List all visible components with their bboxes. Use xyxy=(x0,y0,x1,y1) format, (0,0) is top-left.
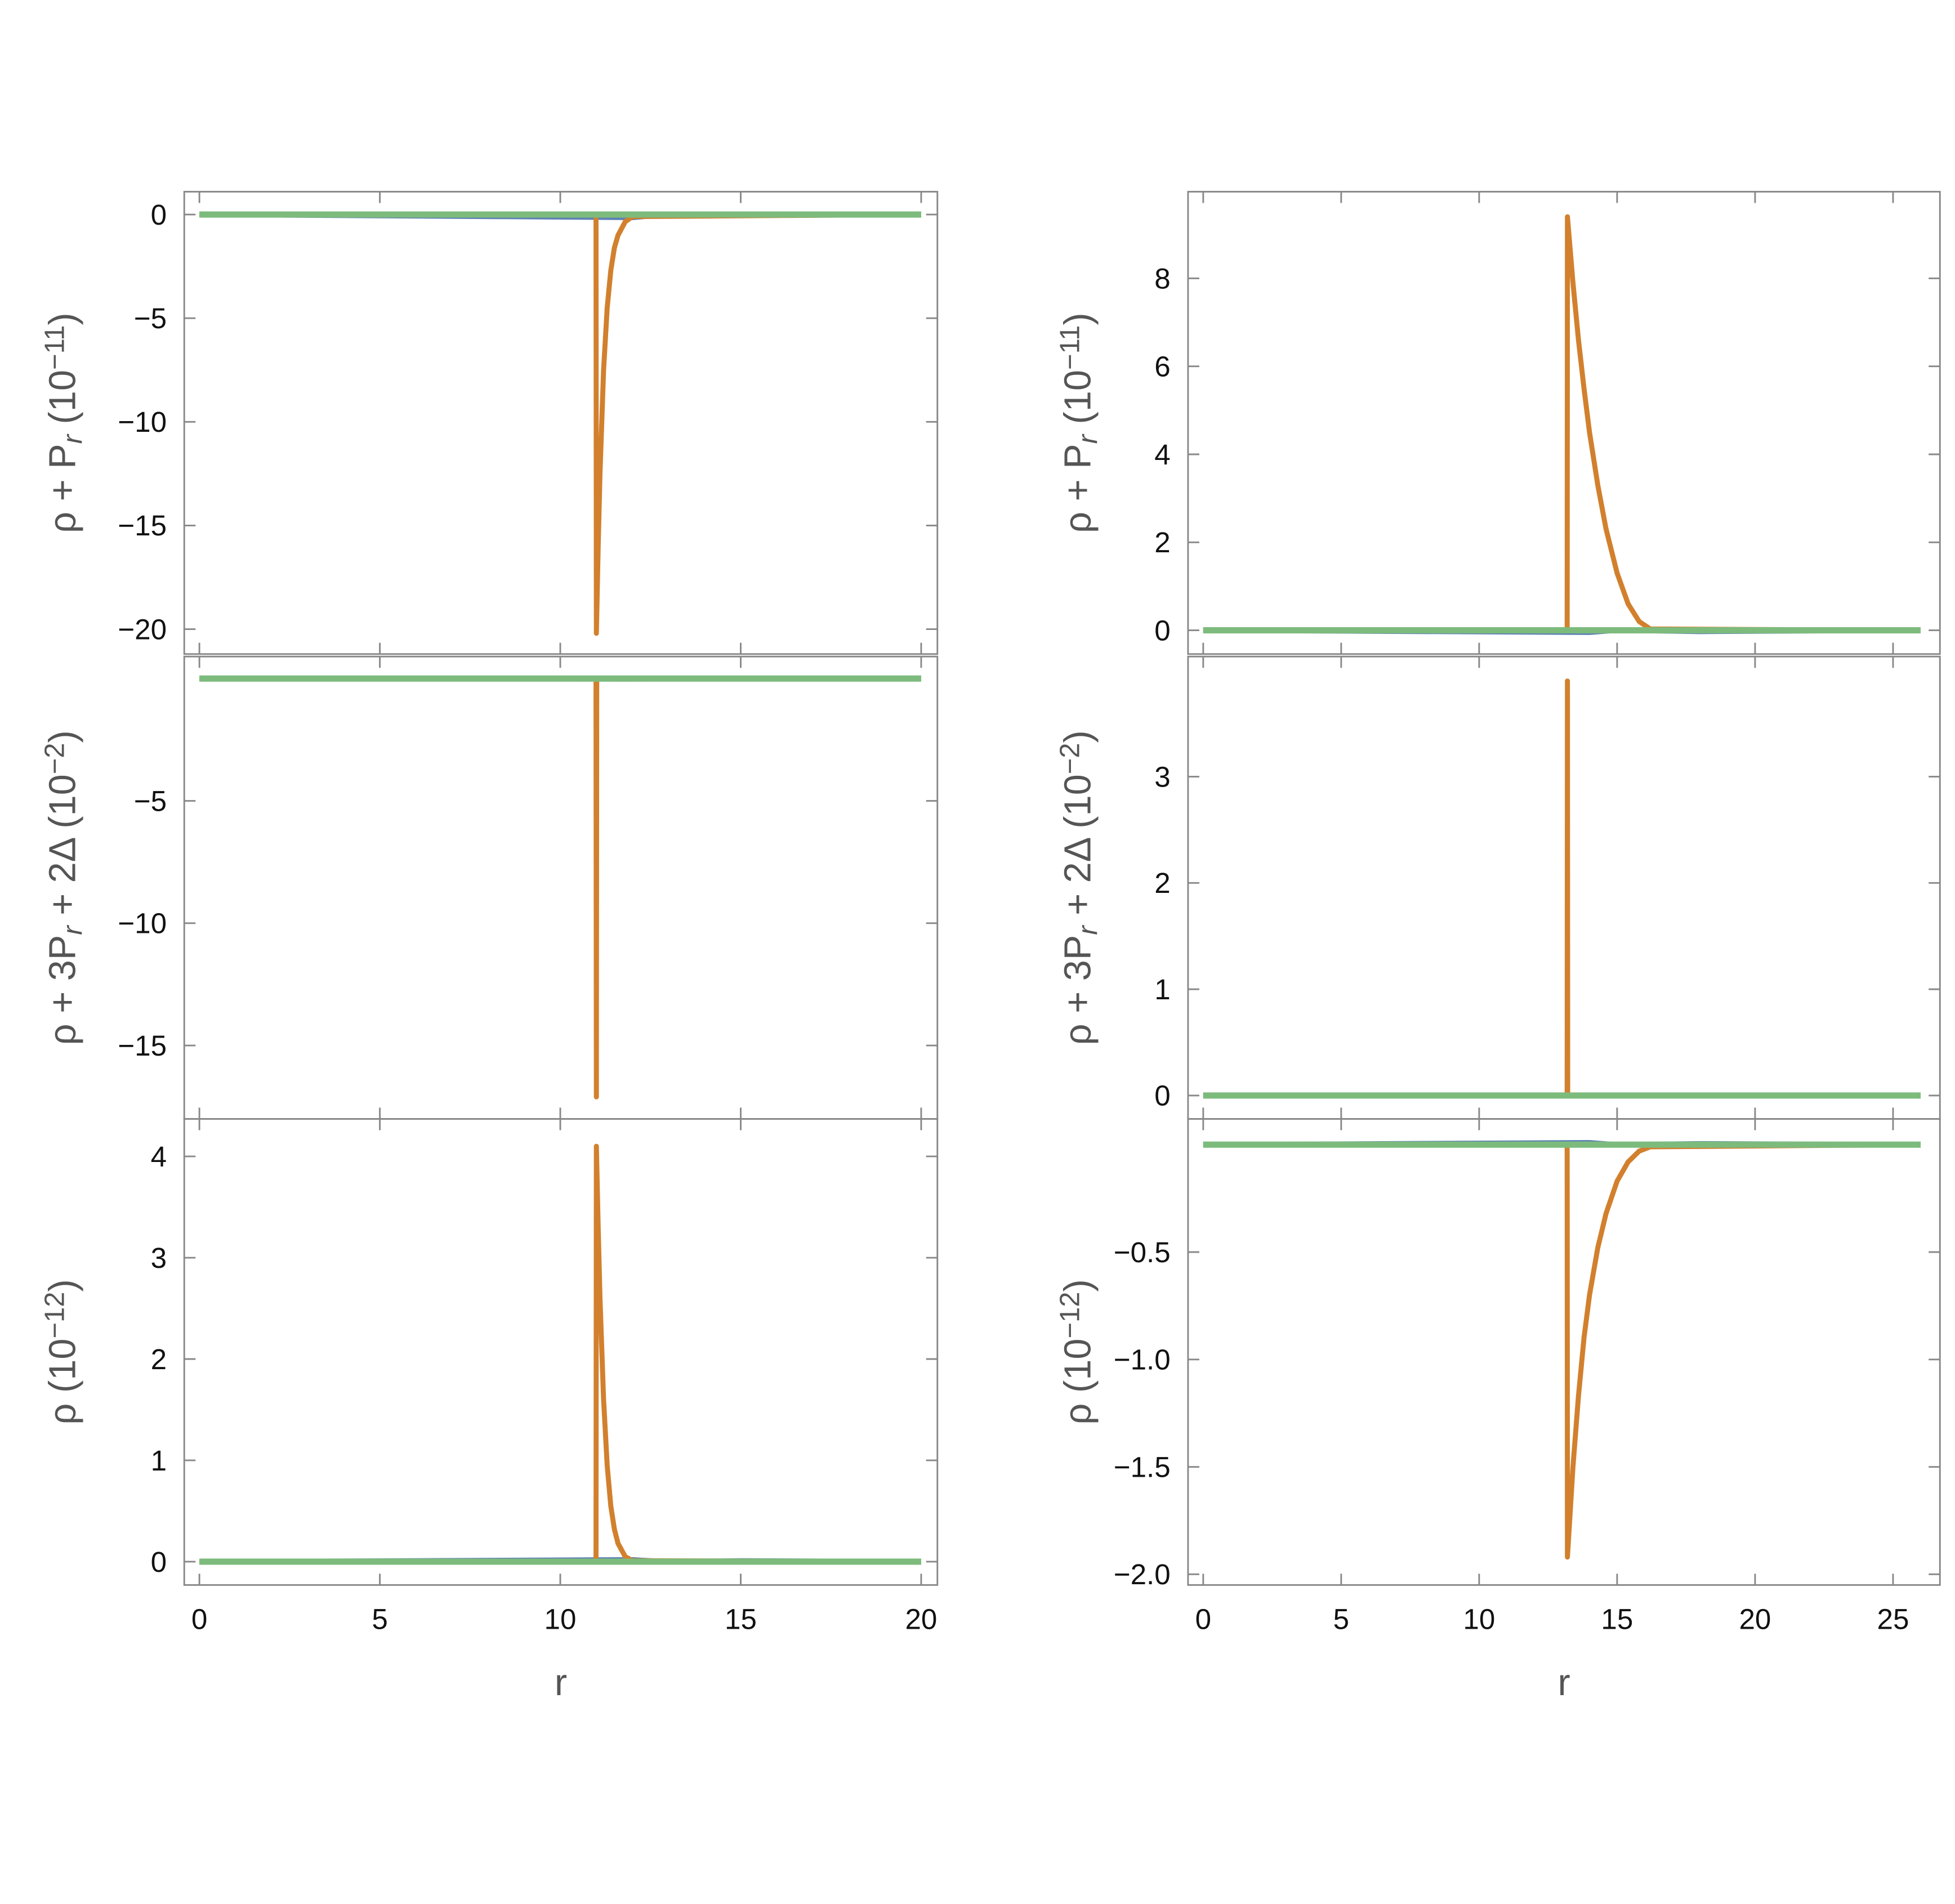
label-part: ) xyxy=(1057,730,1099,743)
frame xyxy=(183,1118,939,1586)
label-part: + 2Δ (10 xyxy=(42,774,84,926)
panel: 0 2 4 6 8 ρ + Pr (10−11) xyxy=(1055,191,1941,655)
x-tick-label: 5 xyxy=(1333,1603,1349,1635)
y-axis-label: ρ (10−12) xyxy=(1055,1279,1099,1424)
y-tick-label: 8 xyxy=(1154,262,1170,294)
y-tick-label: −5 xyxy=(134,785,167,817)
label-part: −12 xyxy=(1055,1292,1086,1339)
frame xyxy=(183,655,939,1120)
y-axis-label: ρ + Pr (10−11) xyxy=(1055,312,1104,533)
label-part: r xyxy=(58,433,88,444)
label-part: r xyxy=(1073,433,1104,444)
x-axis-label: r xyxy=(1557,1662,1570,1704)
y-tick-label: −10 xyxy=(118,908,167,940)
y-tick-label: −1.0 xyxy=(1114,1344,1171,1376)
panel: −5 −10 −15 ρ + 3Pr + 2Δ (10−2) xyxy=(40,655,939,1120)
panel: 0 1 2 3 ρ + 3Pr + 2Δ (10−2) xyxy=(1055,655,1941,1120)
series-line xyxy=(199,1143,921,1565)
label-part: −2 xyxy=(1055,743,1086,774)
x-tick-label: 20 xyxy=(1739,1603,1771,1635)
y-tick-label: −10 xyxy=(118,406,167,438)
x-tick-label: 25 xyxy=(1877,1603,1909,1635)
label-part: ρ + 3P xyxy=(42,935,84,1045)
label-part: r xyxy=(1073,925,1104,935)
y-tick-label: −15 xyxy=(118,1030,167,1062)
label-part: −2 xyxy=(40,743,70,774)
x-axis-label: r xyxy=(555,1662,567,1704)
y-tick-label: 6 xyxy=(1154,351,1170,383)
label-part: ρ + P xyxy=(42,444,84,533)
y-tick-label: 0 xyxy=(1154,1080,1170,1112)
y-tick-label: 0 xyxy=(151,199,167,231)
y-axis-label: ρ + 3Pr + 2Δ (10−2) xyxy=(1055,730,1104,1045)
label-part: ) xyxy=(1057,1279,1099,1291)
label-part: −12 xyxy=(40,1292,70,1339)
label-part: ) xyxy=(1057,312,1099,325)
frame xyxy=(1187,1118,1941,1586)
y-tick-label: 0 xyxy=(151,1546,167,1578)
y-tick-label: −20 xyxy=(118,613,167,645)
x-tick-label: 20 xyxy=(905,1603,937,1635)
y-tick-label: 4 xyxy=(1154,439,1170,471)
label-part: −11 xyxy=(1055,325,1086,370)
series-line xyxy=(199,212,921,636)
x-tick-label: 10 xyxy=(1463,1603,1495,1635)
panel: 0 1 2 3 4 0 5 10 15 20 r ρ (10−12) xyxy=(40,1118,939,1704)
frame xyxy=(1187,655,1941,1120)
y-axis-label: ρ + 3Pr + 2Δ (10−2) xyxy=(40,730,88,1045)
series-line xyxy=(199,676,921,1100)
y-axis-label: ρ (10−12) xyxy=(40,1279,84,1424)
label-part: ρ + P xyxy=(1057,444,1099,533)
label-part: ) xyxy=(42,730,84,743)
frame xyxy=(1187,191,1941,655)
label-part: r xyxy=(58,925,88,935)
label-part: ρ + 3P xyxy=(1057,935,1099,1045)
x-tick-label: 0 xyxy=(191,1603,207,1635)
y-tick-label: 2 xyxy=(1154,867,1170,899)
x-tick-label: 10 xyxy=(544,1603,577,1635)
y-tick-label: −15 xyxy=(118,509,167,542)
y-tick-label: 0 xyxy=(1154,614,1170,646)
y-tick-label: 3 xyxy=(151,1242,167,1274)
y-tick-label: 2 xyxy=(1154,526,1170,558)
label-part: + 2Δ (10 xyxy=(1057,774,1099,926)
x-tick-label: 5 xyxy=(372,1603,387,1635)
series-line xyxy=(1203,214,1921,633)
label-part: ρ (10 xyxy=(42,1339,84,1425)
panel: 0 −5 −10 −15 −20 ρ + Pr (10−11) xyxy=(40,191,939,655)
label-part: ) xyxy=(42,1279,84,1291)
y-tick-label: 1 xyxy=(1154,973,1170,1005)
y-tick-label: −0.5 xyxy=(1114,1236,1171,1268)
series-line xyxy=(1203,678,1921,1098)
y-tick-label: −5 xyxy=(134,302,167,334)
y-tick-label: −2.0 xyxy=(1114,1558,1171,1590)
y-axis-label: ρ + Pr (10−11) xyxy=(40,312,88,533)
panel: −0.5 −1.0 −1.5 −2.0 0 5 10 15 20 25 r ρ (10−12) xyxy=(1055,1118,1941,1704)
series-line xyxy=(1203,1142,1921,1560)
y-tick-label: −1.5 xyxy=(1114,1451,1171,1483)
x-tick-label: 0 xyxy=(1195,1603,1211,1635)
x-tick-label: 15 xyxy=(1601,1603,1633,1635)
y-tick-label: 2 xyxy=(151,1343,167,1375)
y-tick-label: 3 xyxy=(1154,761,1170,793)
x-tick-label: 15 xyxy=(725,1603,757,1635)
label-part: (10 xyxy=(1057,370,1099,435)
y-tick-label: 4 xyxy=(151,1141,167,1173)
label-part: −11 xyxy=(40,325,70,370)
frame xyxy=(183,191,939,655)
label-part: ρ (10 xyxy=(1057,1339,1099,1425)
label-part: (10 xyxy=(42,370,84,435)
y-tick-label: 1 xyxy=(151,1445,167,1477)
label-part: ) xyxy=(42,312,84,325)
